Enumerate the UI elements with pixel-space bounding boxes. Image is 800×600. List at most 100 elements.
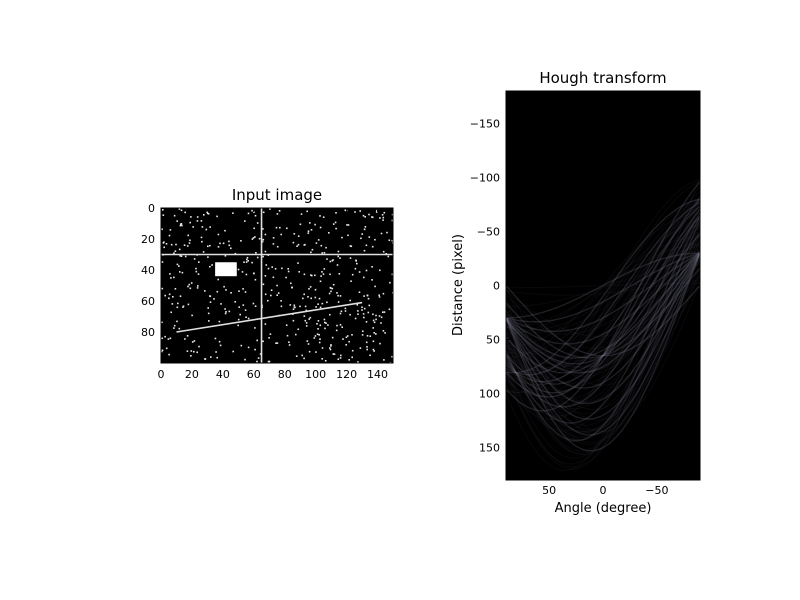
noise-dot [365,269,368,272]
noise-dot [162,209,164,211]
hough-curve [506,215,700,424]
noise-dot [310,251,312,254]
noise-dot [242,304,245,306]
noise-dot [264,233,267,236]
noise-dot [257,357,260,359]
noise-dot [228,310,231,313]
noise-dot [324,321,326,324]
noise-dot [378,315,381,317]
noise-dot [375,318,377,321]
noise-dot [200,220,203,222]
noise-dot [208,320,210,322]
noise-dot [243,261,245,263]
hough-curve [506,283,700,433]
noise-dot [171,303,174,305]
x-tick-label: 40 [216,368,230,381]
hough-curve [506,205,700,383]
noise-dot [386,231,388,234]
noise-dot [349,245,352,247]
y-tick-label: 150 [479,442,500,455]
noise-dot [372,340,375,343]
noise-dot [173,324,176,327]
hough-curve [506,252,700,359]
noise-dot [302,297,304,300]
noise-dot [174,250,177,252]
noise-dot [184,211,186,214]
noise-dot [178,265,180,267]
noise-dot [373,321,376,324]
noise-dot [307,232,310,234]
noise-dot [162,214,165,216]
noise-dot [275,342,277,344]
noise-dot [354,267,357,270]
noise-dot [297,243,300,246]
hough-curve [506,215,700,385]
noise-dot [173,276,175,279]
noise-dot [300,213,303,215]
noise-dot [320,244,323,247]
hough-curve [506,236,700,335]
noise-dot [363,316,365,319]
noise-dot [324,327,326,330]
noise-dot [335,212,337,214]
noise-dot [193,350,195,353]
hough-curve [506,282,700,289]
noise-dot [332,283,335,286]
noise-dot [316,323,318,325]
x-tick-label: −50 [645,484,668,497]
noise-dot [253,211,255,213]
noise-dot [164,294,166,297]
noise-dot [203,214,205,216]
x-tick-label: 60 [247,368,261,381]
noise-dot [196,220,199,222]
noise-dot [256,339,258,342]
noise-dot [371,279,373,281]
noise-dot [258,237,261,240]
noise-dot [291,286,293,289]
noise-dot [216,356,218,359]
hough-curve [506,233,700,374]
noise-dot [176,263,179,266]
noise-dot [220,303,222,305]
noise-dot [265,264,268,266]
noise-dot [165,243,168,245]
hough-curve [506,195,700,465]
hough-curve [506,230,700,410]
noise-dot [184,255,187,258]
hough-curve [506,238,700,433]
noise-dot [351,349,354,352]
noise-dot [329,347,331,349]
hough-curve [506,232,700,456]
noise-dot [168,353,170,356]
noise-dot [286,334,289,337]
hough-curve [506,205,700,373]
noise-dot [173,214,176,217]
hough-curve [506,198,700,377]
hough-curve [506,250,700,446]
noise-dot [372,348,375,351]
noise-dot [228,240,230,243]
hough-curve [506,219,700,354]
noise-dot [361,306,363,308]
noise-dot [327,324,329,326]
noise-dot [318,341,321,344]
hough-curve [506,198,700,470]
noise-dot [361,309,363,311]
noise-dot [196,216,199,218]
hough-y-axis-label: Distance (pixel) [451,234,466,336]
noise-dots [161,208,393,363]
noise-dot [301,354,303,357]
noise-dot [350,280,352,282]
noise-dot [259,353,262,355]
white-square [215,262,237,277]
y-tick-label: −100 [470,171,500,184]
noise-dot [288,344,291,346]
noise-dot [332,223,335,225]
noise-dot [210,356,212,358]
noise-dot [319,280,322,283]
noise-dot [269,333,272,335]
noise-dot [326,301,328,304]
hough-background [506,91,700,480]
noise-dot [252,302,255,305]
